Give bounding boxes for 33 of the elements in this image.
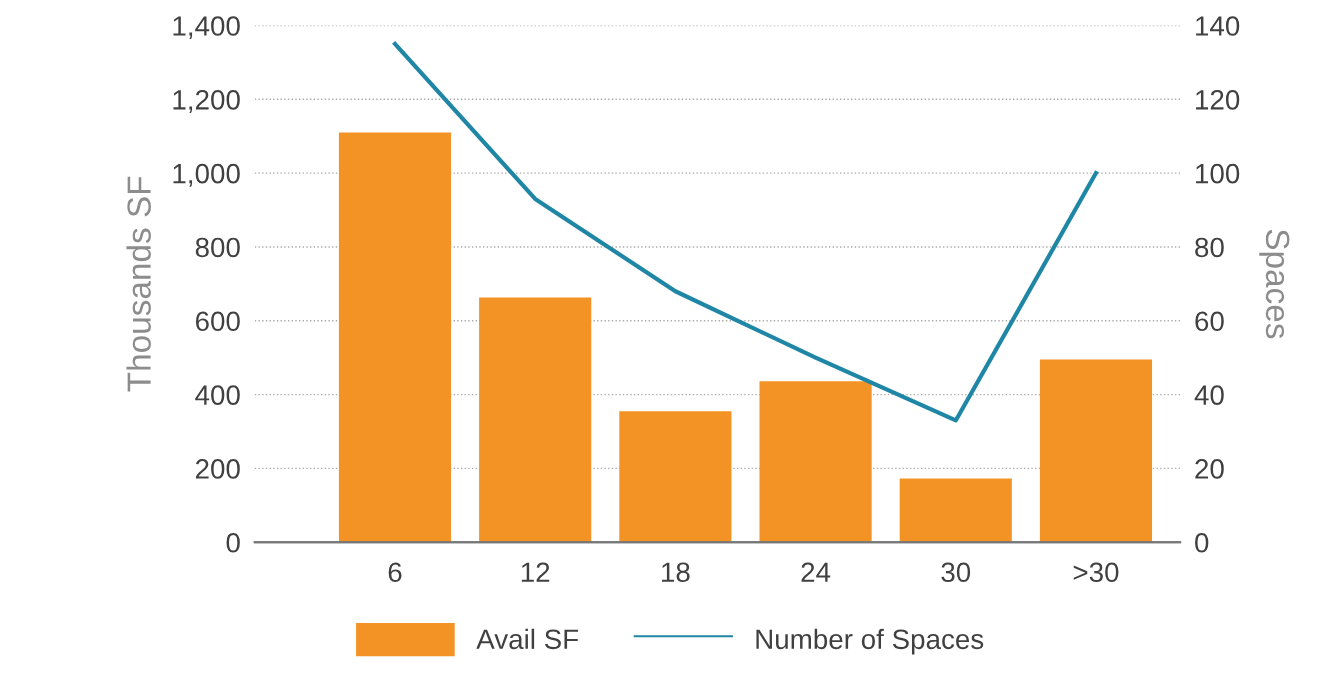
y-tick-label: 800 (195, 237, 240, 258)
line-series (392, 41, 1099, 423)
y2-axis-title: Spaces (1259, 229, 1290, 339)
bar (759, 381, 872, 543)
x-tick-label: 12 (521, 562, 550, 582)
bar (338, 132, 452, 543)
bar (1039, 359, 1153, 543)
y2-tick-label: 40 (1194, 385, 1224, 405)
y-tick-label: 600 (195, 311, 240, 332)
y2-tick-label: 120 (1196, 89, 1240, 110)
y-tick-label: 1,400 (173, 16, 240, 40)
y2-tick-label: 140 (1196, 16, 1240, 36)
legend-label: Avail SF (476, 628, 579, 650)
y2-tick-label: 0 (1195, 532, 1209, 553)
bar (899, 478, 1012, 543)
x-tick-label: 6 (388, 562, 402, 583)
bar (619, 411, 732, 543)
y2-tick-label: 60 (1195, 311, 1224, 332)
x-tick-label: 30 (941, 562, 971, 583)
y-tick-label: 1,200 (173, 89, 240, 113)
y-axis-title: Thousands SF (126, 176, 151, 392)
y2-tick-label: 80 (1195, 237, 1224, 258)
y-tick-label: 200 (195, 459, 240, 479)
y2-tick-label: 100 (1196, 163, 1240, 184)
y-tick-label: 1,000 (173, 163, 240, 187)
legend-label: Number of Spaces (756, 628, 984, 655)
x-tick-label: 24 (801, 562, 831, 582)
x-tick-label: >30 (1073, 562, 1119, 583)
y-tick-label: 0 (226, 532, 240, 553)
y-tick-label: 400 (195, 385, 240, 405)
bar (479, 297, 592, 543)
x-tick-label: 18 (662, 562, 690, 583)
y2-tick-label: 20 (1195, 459, 1224, 479)
